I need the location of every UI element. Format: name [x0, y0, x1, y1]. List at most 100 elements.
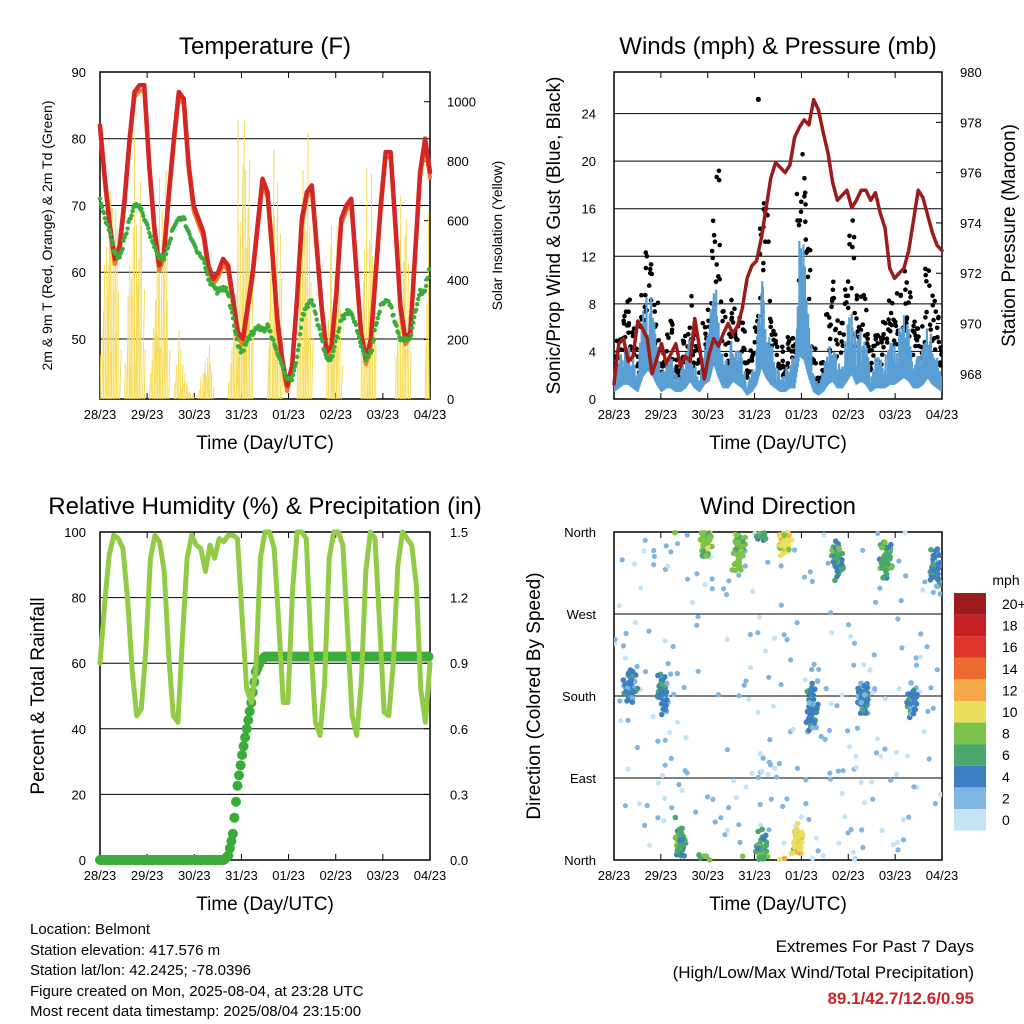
panel4-dir-point — [614, 641, 618, 647]
panel4-dir-point — [617, 698, 623, 704]
panel4-dir-point — [913, 655, 919, 661]
panel1-td-point — [426, 267, 432, 272]
panel1-td-point — [168, 236, 174, 241]
panel1-td-point — [244, 339, 249, 344]
panel4-dir-point — [682, 840, 689, 847]
panel2-gust-point — [749, 355, 755, 361]
panel4-dir-point — [784, 537, 790, 543]
panel1-solar-line — [340, 365, 344, 399]
panel3-precip-point — [423, 651, 434, 662]
panel3-precip-point — [237, 750, 248, 760]
panel2-ytick-label: 12 — [582, 249, 596, 264]
panel2-xlabel: Time (Day/UTC) — [709, 433, 847, 454]
panel1-td-point — [229, 310, 235, 315]
panel1-td-point — [317, 326, 322, 332]
panel4-dir-point — [620, 643, 627, 649]
panel2-gust-point — [721, 309, 726, 314]
panel1-td-point — [396, 331, 401, 336]
panel4-xtick-label: 28/23 — [598, 868, 631, 883]
panel1-solar-line — [119, 350, 122, 399]
panel2-gust-point — [786, 339, 792, 344]
panel1-ylabel: 2m & 9m T (Red, Orange) & 2m Td (Green) — [39, 101, 55, 371]
panel2-gust-point — [768, 324, 773, 330]
panel1-td-point — [231, 323, 237, 328]
panel4-dir-point — [685, 576, 691, 582]
panel4-dir-point — [930, 562, 936, 568]
panel2-gust-point — [693, 344, 699, 349]
panel4-dir-point — [827, 776, 834, 782]
panel4-dir-point — [658, 688, 665, 695]
panel2-gust-point — [803, 219, 808, 224]
panel1-solar-line — [311, 337, 314, 399]
panel4-dir-point — [664, 697, 670, 703]
panel1-td-point — [290, 372, 296, 378]
panel4-legend-swatch — [954, 765, 986, 788]
panel4-dir-point — [620, 677, 627, 683]
panel4-dir-point — [809, 666, 815, 673]
panel2-gust-point — [914, 326, 920, 332]
panel4-dir-point — [828, 701, 834, 707]
panel4-dir-point — [655, 738, 661, 744]
panel2-gust-point — [703, 331, 708, 337]
panel2-gust-point — [695, 361, 701, 366]
panel4-dir-point — [642, 822, 648, 829]
panel4-dir-point — [634, 663, 640, 670]
panel4-dir-point — [665, 563, 671, 569]
panel2-gust-point — [842, 287, 848, 292]
panel4-dir-point — [624, 698, 630, 704]
panel2-y2tick-label: 980 — [960, 65, 982, 80]
panel4-dir-point — [781, 532, 787, 538]
panel3-ytick-label: 60 — [72, 656, 86, 671]
panel2-gust-point — [752, 325, 758, 330]
panel1-td-point — [121, 238, 126, 243]
panel2-gust-point — [647, 270, 653, 276]
panel4-dir-point — [885, 561, 891, 567]
panel1-td-point — [305, 304, 311, 310]
panel4-dir-point — [928, 685, 934, 691]
panel4-dir-point — [766, 674, 772, 680]
panel2-gust-point — [936, 314, 941, 320]
panel4-dir-point — [794, 765, 801, 772]
panel2-gust-point — [771, 328, 776, 334]
panel4-dir-point — [860, 707, 866, 714]
location-text: Location: Belmont — [30, 921, 151, 938]
panel4-dir-point — [739, 853, 746, 860]
panel2-gust-point — [911, 323, 916, 329]
panel3-ytick-label: 0 — [79, 853, 86, 868]
panel1-solar-line — [181, 384, 184, 399]
panel2-gust-point — [743, 361, 748, 366]
panel1-td-point — [298, 325, 304, 330]
panel4-dir-point — [747, 664, 754, 671]
panel4-legend-label: 6 — [1002, 747, 1010, 763]
panel1-td-point — [151, 240, 156, 246]
panel2-gust-point — [780, 364, 786, 370]
panel1-td-point — [410, 325, 415, 330]
panel4-dir-point — [768, 796, 774, 802]
panel4-dir-point — [818, 733, 824, 740]
panel2-gust-point — [639, 292, 644, 298]
panel4-dir-point — [724, 827, 731, 834]
panel1-solar-line — [153, 331, 157, 399]
panel1-solar-line — [242, 348, 245, 399]
panel4-dir-point — [644, 802, 650, 809]
panel2-gust-point — [785, 361, 791, 366]
panel1-solar-line — [272, 339, 275, 399]
extremes-subtitle: (High/Low/Max Wind/Total Precipitation) — [672, 963, 974, 982]
panel4-dir-point — [810, 692, 816, 698]
panel1-solar-line — [192, 396, 195, 399]
panel2-gust-point — [850, 244, 855, 250]
panel4-dir-point — [806, 816, 812, 823]
panel2-gust-point — [881, 344, 886, 350]
panel4-dir-point — [674, 719, 681, 725]
panel4-dir-point — [726, 578, 732, 584]
panel3-xtick-label: 01/23 — [272, 868, 305, 883]
panel4-dir-point — [709, 586, 715, 592]
panel2-gust-point — [767, 316, 773, 322]
panel4-dir-point — [832, 577, 838, 584]
panel1-td-point — [182, 216, 187, 222]
panel4-dir-point — [858, 779, 864, 786]
panel4-dir-point — [726, 805, 732, 811]
panel4-dir-point — [920, 587, 926, 593]
panel2-ytick-label: 20 — [582, 154, 596, 169]
panel2-gust-point — [723, 352, 729, 358]
